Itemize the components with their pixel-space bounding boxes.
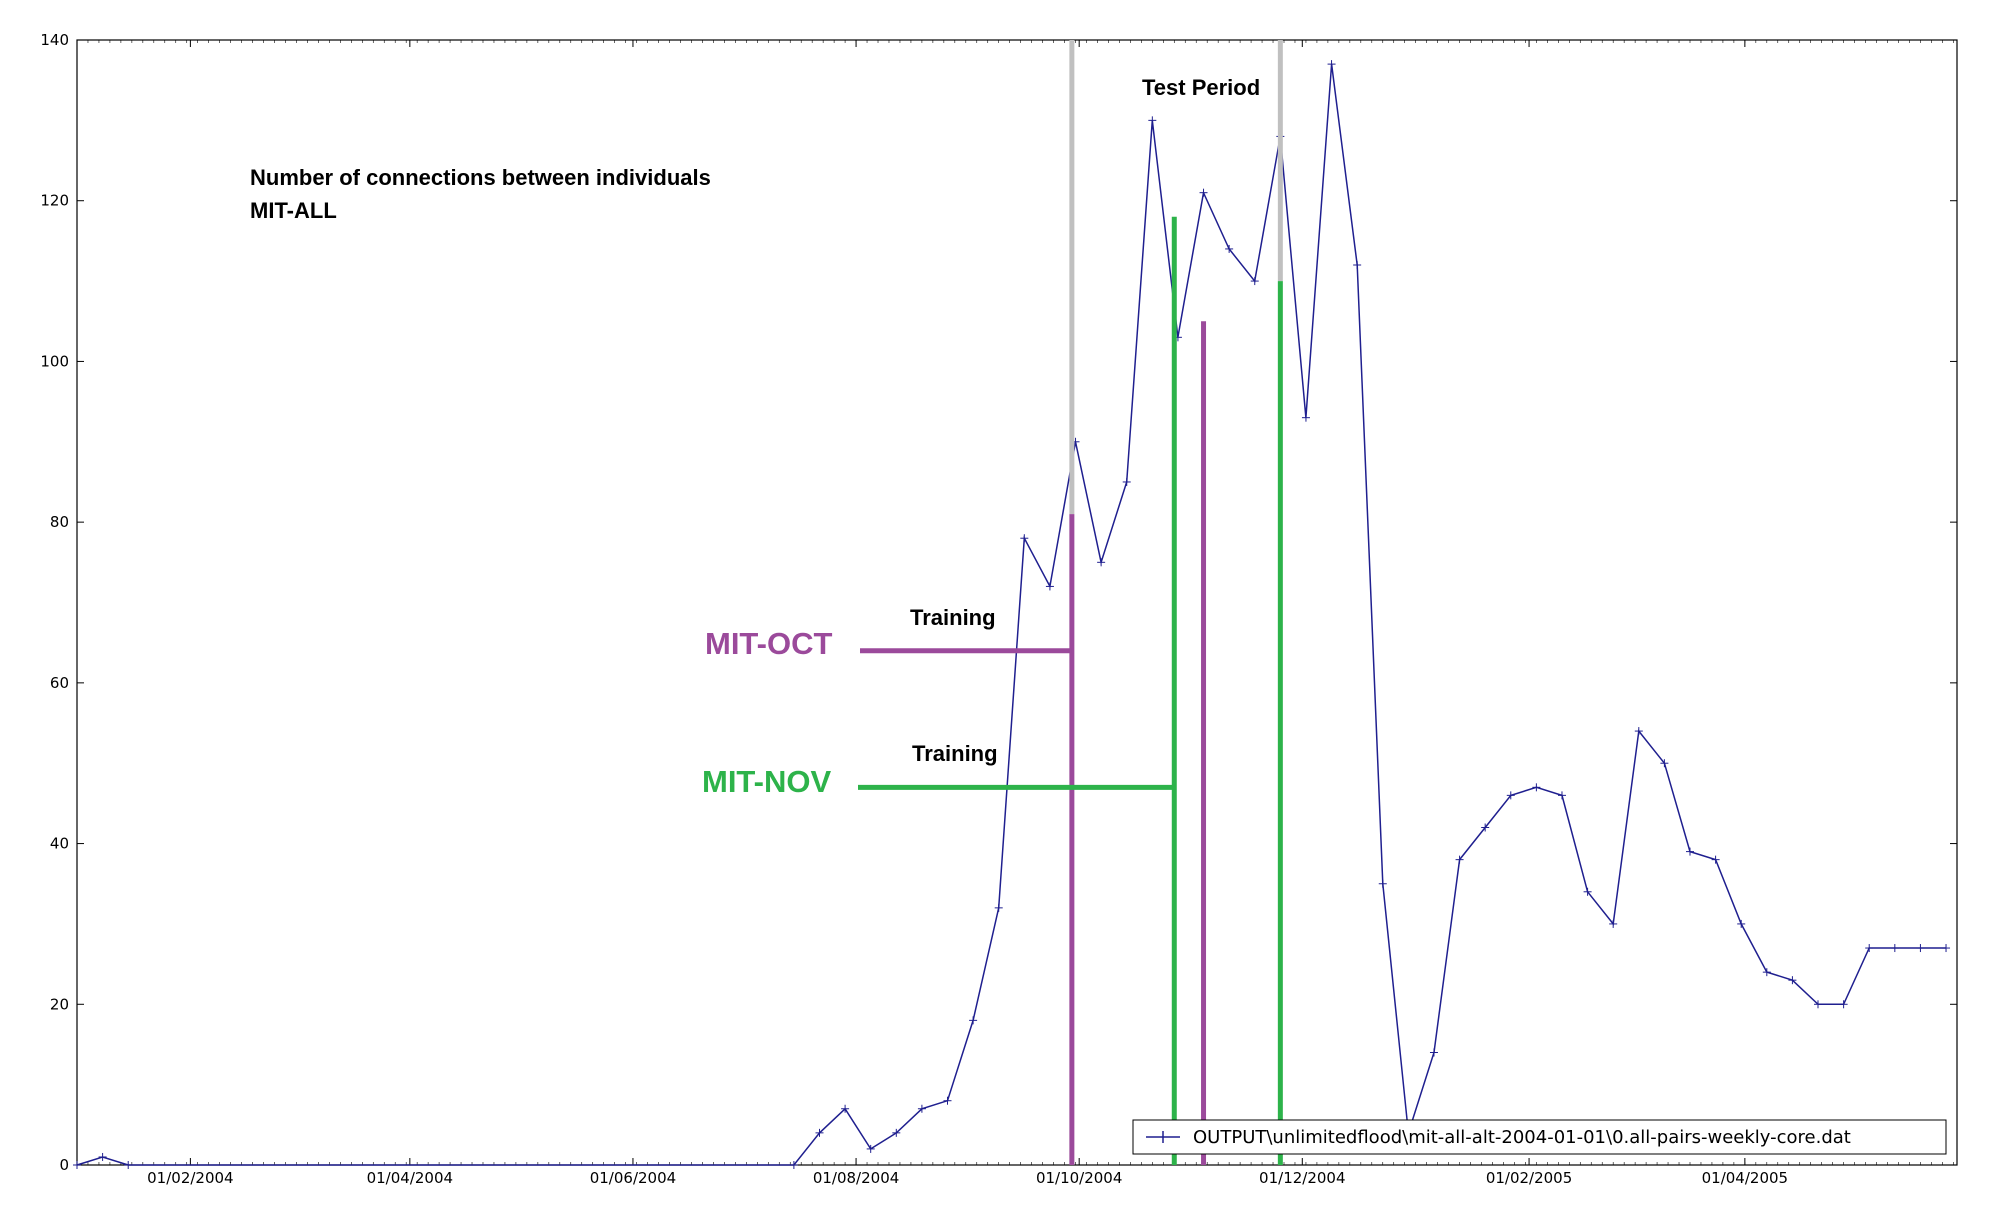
x-tick-label: 01/10/2004 [1036, 1169, 1122, 1187]
x-tick-label: 01/06/2004 [590, 1169, 676, 1187]
x-tick-label: 01/08/2004 [813, 1169, 899, 1187]
y-tick-label: 60 [50, 674, 69, 692]
legend-box [1132, 1119, 1947, 1155]
y-tick-label: 140 [40, 31, 69, 49]
x-tick-label: 01/04/2005 [1702, 1169, 1788, 1187]
mit-oct-label: MIT-OCT [705, 626, 832, 661]
series-line [76, 64, 1946, 1166]
y-tick-label: 0 [59, 1156, 69, 1174]
chart-title-line2: MIT-ALL [250, 198, 337, 223]
mit-nov-label: MIT-NOV [702, 764, 831, 799]
x-tick-label: 01/02/2005 [1486, 1169, 1572, 1187]
plot-frame [76, 39, 1958, 1166]
training-nov-label: Training [912, 741, 998, 766]
y-tick-label: 80 [50, 513, 69, 531]
chart-title-line1: Number of connections between individual… [250, 165, 711, 190]
x-tick-label: 01/04/2004 [367, 1169, 453, 1187]
y-tick-label: 40 [50, 835, 69, 853]
training-oct-label: Training [910, 605, 996, 630]
y-tick-label: 20 [50, 995, 69, 1013]
y-tick-label: 100 [40, 352, 69, 370]
x-tick-label: 01/12/2004 [1259, 1169, 1345, 1187]
legend-label: OUTPUT\unlimitedflood\mit-all-alt-2004-0… [1193, 1127, 1851, 1148]
legend: OUTPUT\unlimitedflood\mit-all-alt-2004-0… [1132, 1119, 1947, 1155]
test-period-label: Test Period [1142, 75, 1260, 100]
x-tick-label: 01/02/2004 [147, 1169, 233, 1187]
y-tick-label: 120 [40, 192, 69, 210]
